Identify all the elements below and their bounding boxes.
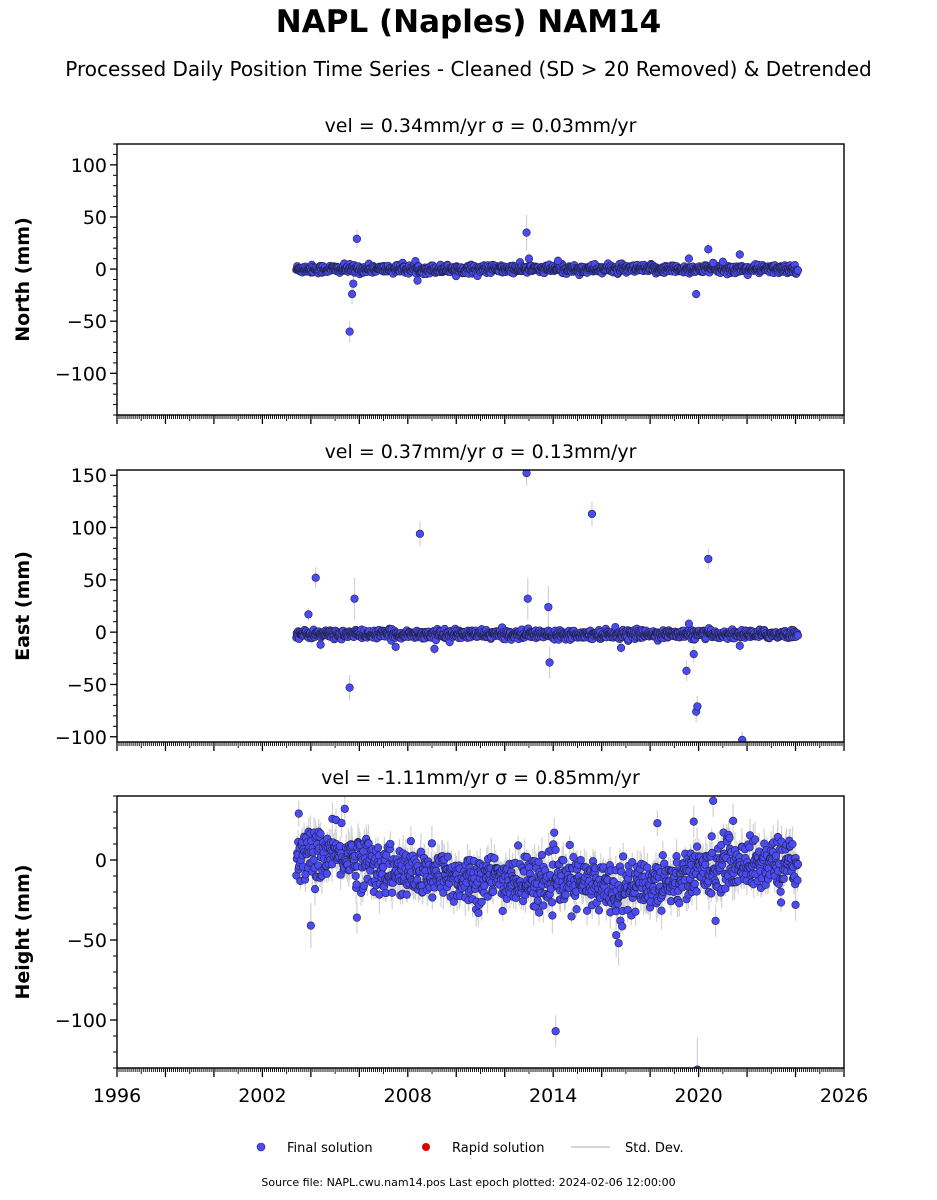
data-point (523, 594, 532, 603)
y-tick-label: −50 (67, 311, 107, 333)
data-point (544, 602, 553, 612)
y-axis-label: East (mm) (12, 551, 34, 661)
data-point (553, 256, 563, 265)
data-point (735, 250, 744, 259)
data-point (793, 631, 803, 640)
plot-area (292, 470, 803, 742)
x-ticks (116, 415, 845, 424)
data-point (682, 666, 691, 675)
data-point (709, 258, 718, 267)
data-point (616, 643, 626, 652)
data-point (349, 279, 358, 288)
y-tick-label: −100 (55, 363, 107, 385)
panel-title: vel = 0.34mm/yr σ = 0.03mm/yr (325, 115, 637, 137)
data-point (704, 554, 713, 564)
data-point (345, 327, 354, 336)
data-point (684, 619, 694, 628)
x-ticks (116, 742, 845, 751)
y-tick-label: 50 (83, 570, 107, 592)
data-point (415, 529, 425, 538)
data-point (430, 644, 439, 653)
data-point (347, 289, 357, 299)
data-point (545, 658, 554, 667)
y-tick-label: 50 (83, 207, 107, 229)
y-tick-label: 100 (71, 155, 107, 177)
y-tick-label: −50 (67, 674, 107, 696)
data-point (352, 234, 362, 243)
plot-area (292, 214, 803, 343)
y-tick-label: 0 (95, 259, 107, 281)
y-axis-label: North (mm) (12, 217, 34, 342)
data-point (693, 702, 702, 711)
data-point (738, 735, 747, 742)
std-dev-bars (295, 214, 799, 343)
axes-frame (116, 469, 845, 743)
y-tick-label: 100 (71, 518, 107, 540)
data-point (350, 594, 359, 603)
data-point (522, 228, 531, 237)
y-tick-label: 150 (71, 465, 107, 487)
panel-title: vel = 0.37mm/yr σ = 0.13mm/yr (325, 441, 637, 463)
data-point (735, 641, 744, 650)
data-point (704, 245, 713, 254)
data-point (391, 642, 400, 651)
final-solution-points (292, 228, 803, 336)
axes-frame (116, 143, 845, 416)
data-point (345, 683, 354, 692)
data-point (689, 650, 698, 659)
data-point (684, 254, 694, 263)
data-point (522, 470, 531, 478)
data-point (587, 509, 597, 519)
data-point (718, 257, 727, 266)
final-solution-points (292, 470, 803, 742)
y-tick-label: 0 (95, 622, 107, 644)
data-point (304, 610, 313, 619)
y-tick-label: −100 (55, 727, 107, 749)
data-point (311, 573, 320, 582)
data-point (793, 266, 803, 275)
data-point (692, 289, 701, 299)
panel-east: vel = 0.37mm/yr σ = 0.13mm/yr East (mm) −1… (12, 441, 845, 751)
data-point (524, 254, 534, 263)
data-point (316, 640, 325, 649)
data-point (413, 276, 422, 285)
